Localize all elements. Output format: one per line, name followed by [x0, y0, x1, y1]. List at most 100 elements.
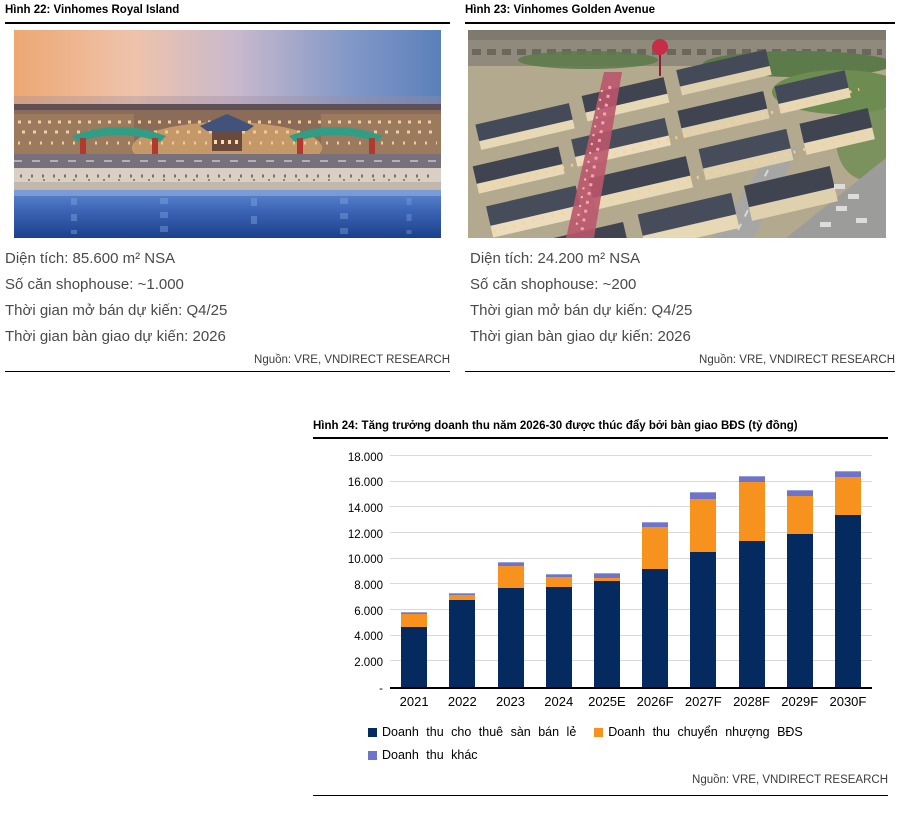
bar-slot-2023 — [486, 458, 534, 687]
bar-segment — [690, 498, 717, 553]
bar-segment — [738, 481, 765, 541]
x-axis-tick-label: 2026F — [636, 694, 674, 709]
plot-area — [390, 455, 872, 689]
gridline — [390, 506, 872, 508]
bar-slot-2021 — [390, 458, 438, 687]
y-axis-tick-label: 6.000 — [354, 605, 383, 618]
parked-cars — [820, 184, 867, 227]
figure-23-title: Hình 23: Vinhomes Golden Avenue — [465, 4, 655, 16]
x-axis-tick-label: 2030F — [829, 694, 867, 709]
gridline — [390, 634, 872, 636]
bar-segment — [690, 492, 717, 499]
bar-segment — [834, 470, 861, 478]
detail-line: Diện tích: 85.600 m² NSA — [5, 250, 176, 267]
legend-swatch — [594, 727, 604, 737]
gridline — [390, 532, 872, 533]
bar-segment — [545, 574, 572, 577]
bar-segment — [401, 611, 428, 614]
x-axis-tick-label: 2025E — [588, 694, 626, 709]
gridline — [390, 480, 872, 482]
figure-22-title: Hình 22: Vinhomes Royal Island — [5, 4, 180, 16]
bar-segment — [786, 489, 813, 497]
x-axis-tick-label: 2021 — [399, 694, 429, 709]
detail-line: Thời gian mở bán dự kiến: Q4/25 — [470, 302, 693, 319]
x-axis-tick-label: 2029F — [781, 694, 819, 709]
bar-segment — [497, 562, 524, 566]
detail-line: Số căn shophouse: ~200 — [470, 276, 637, 293]
figure-22-details: Diện tích: 85.600 m² NSA Số căn shophous… — [5, 246, 450, 350]
gridline — [390, 583, 872, 585]
bar-segment — [642, 527, 669, 570]
x-axis-labels: 2021 2022 2023 2024 2025E 2026F 2027F 2028F 2029… — [390, 694, 872, 709]
royal-island-rendering — [14, 30, 441, 238]
stacked-bar-2023 — [497, 458, 524, 687]
bar-slot-2027F — [679, 458, 727, 687]
divider — [5, 371, 450, 372]
legend-item: Doanh thu khác — [368, 748, 478, 762]
detail-line: Thời gian bàn giao dự kiến: 2026 — [5, 328, 226, 345]
x-axis-tick-label: 2028F — [733, 694, 770, 709]
legend-swatch — [368, 727, 377, 737]
divider — [313, 795, 888, 796]
figure-24-title: Hình 24: Tăng trưởng doanh thu năm 2026-… — [313, 420, 798, 432]
divider — [313, 437, 888, 439]
detail-line: Thời gian bàn giao dự kiến: 2026 — [470, 328, 691, 345]
figure-24: Hình 24: Tăng trưởng doanh thu năm 2026-… — [313, 419, 888, 796]
bar-segment — [834, 477, 861, 516]
stacked-bar-2027F — [690, 458, 717, 687]
stacked-bar-2024 — [545, 458, 572, 687]
revenue-stacked-bar-chart: - 2.000 4.000 6.000 8.000 10.000 12.000 14.000 1… — [313, 441, 888, 717]
y-axis-tick-label: 16.000 — [347, 477, 383, 490]
bar-segment — [786, 534, 813, 687]
y-axis-tick-label: 18.000 — [347, 451, 383, 464]
detail-line: Thời gian mở bán dự kiến: Q4/25 — [5, 302, 228, 319]
legend-item: Doanh thu cho thuê sàn bán lẻ — [368, 725, 576, 739]
stacked-bar-2029F — [786, 458, 813, 687]
legend-label: Doanh thu cho thuê sàn bán lẻ — [382, 725, 577, 739]
detail-line: Số căn shophouse: ~1.000 — [5, 276, 184, 293]
bar-segment — [449, 599, 476, 687]
gridline — [390, 557, 872, 559]
y-axis-tick-label: 4.000 — [354, 631, 383, 644]
stacked-bar-2030F — [834, 458, 861, 687]
street-and-promenade — [14, 154, 441, 190]
bar-segment — [690, 552, 717, 687]
figure-22-source: Nguồn: VRE, VNDIRECT RESEARCH — [254, 354, 450, 366]
central-pagoda — [200, 114, 254, 151]
bar-segment — [401, 627, 428, 687]
festive-street — [566, 72, 622, 238]
bar-segment — [449, 594, 476, 600]
y-axis-tick-label: 12.000 — [347, 528, 383, 541]
red-balloon-landmark — [652, 39, 668, 76]
bar-segment — [593, 572, 620, 578]
y-axis-tick-label: 2.000 — [354, 656, 383, 669]
stacked-bar-2021 — [401, 458, 428, 687]
bar-segment — [738, 475, 765, 482]
figure-24-source: Nguồn: VRE, VNDIRECT RESEARCH — [692, 774, 888, 786]
bar-segment — [593, 577, 620, 582]
divider — [465, 22, 895, 24]
x-axis-tick-label: 2027F — [684, 694, 722, 709]
legend-row: Doanh thu khác — [368, 748, 838, 762]
bar-segment — [449, 592, 476, 595]
bar-segment — [497, 588, 524, 687]
divider — [465, 371, 895, 372]
x-axis-tick-label: 2022 — [447, 694, 477, 709]
legend-swatch — [368, 750, 377, 760]
bar-segment — [401, 613, 428, 628]
bar-segment — [545, 576, 572, 587]
waterfront — [14, 190, 441, 238]
bar-segment — [786, 496, 813, 535]
legend-item: Doanh thu chuyển nhượng BĐS — [594, 725, 803, 739]
bar-segment — [545, 586, 572, 687]
figure-23: Hình 23: Vinhomes Golden Avenue — [465, 3, 895, 372]
bar-segment — [642, 569, 669, 687]
legend-row: Doanh thu cho thuê sàn bán lẻ Doanh thu c… — [368, 725, 838, 739]
figure-23-source: Nguồn: VRE, VNDIRECT RESEARCH — [699, 354, 895, 366]
stacked-bar-2026F — [642, 458, 669, 687]
bar-slot-2028F — [727, 458, 775, 687]
bar-segment — [593, 581, 620, 687]
detail-line: Diện tích: 24.200 m² NSA — [470, 250, 641, 267]
y-axis-tick-label: - — [379, 682, 383, 695]
